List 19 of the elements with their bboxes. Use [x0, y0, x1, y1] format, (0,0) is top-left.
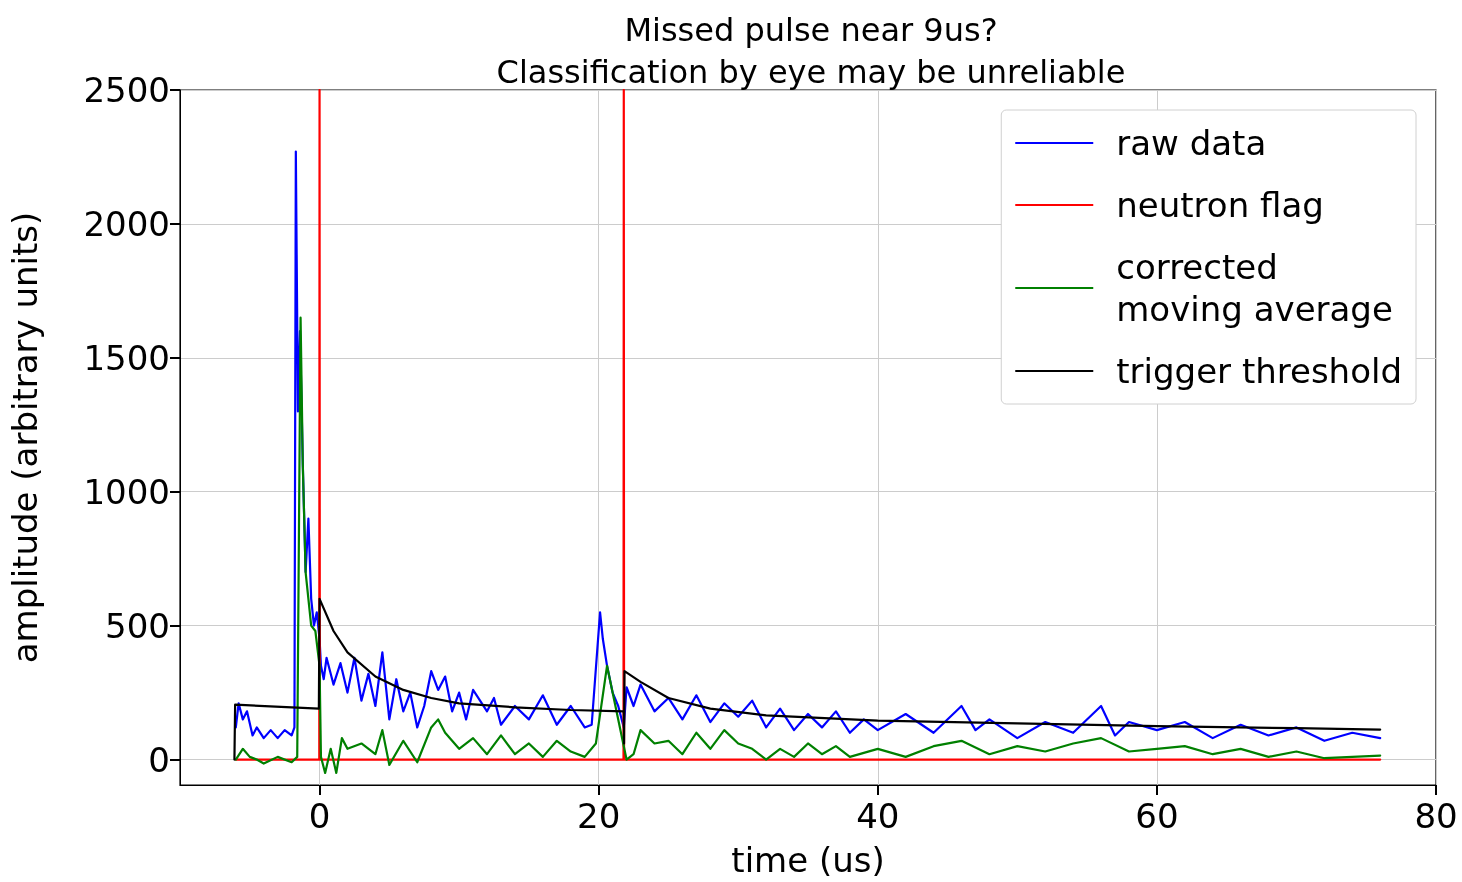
- legend-label: trigger threshold: [1116, 351, 1402, 391]
- y-tick-label: 2500: [83, 70, 170, 110]
- y-tick-label: 2000: [83, 203, 170, 244]
- y-tick-label: 0: [148, 739, 170, 780]
- y-tick-label: 500: [105, 605, 170, 646]
- x-axis-title: time (us): [731, 840, 885, 880]
- x-tick-label: 20: [577, 796, 621, 836]
- x-tick-label: 80: [1414, 796, 1458, 836]
- x-tick-label: 60: [1135, 796, 1179, 836]
- legend-label: corrected moving average: [1116, 247, 1393, 329]
- legend-label: neutron flag: [1116, 185, 1324, 225]
- chart-title: Missed pulse near 9us? Classification by eye may be unreliable: [496, 11, 1126, 91]
- x-tick-label: 0: [308, 796, 331, 836]
- x-tick-label: 40: [856, 796, 900, 836]
- y-tick-label: 1000: [83, 471, 170, 512]
- legend-label: raw data: [1116, 123, 1267, 163]
- y-axis-title: amplitude (arbitrary units): [5, 211, 45, 664]
- y-tick-label: 1500: [83, 337, 170, 378]
- line-series: [233, 597, 1382, 761]
